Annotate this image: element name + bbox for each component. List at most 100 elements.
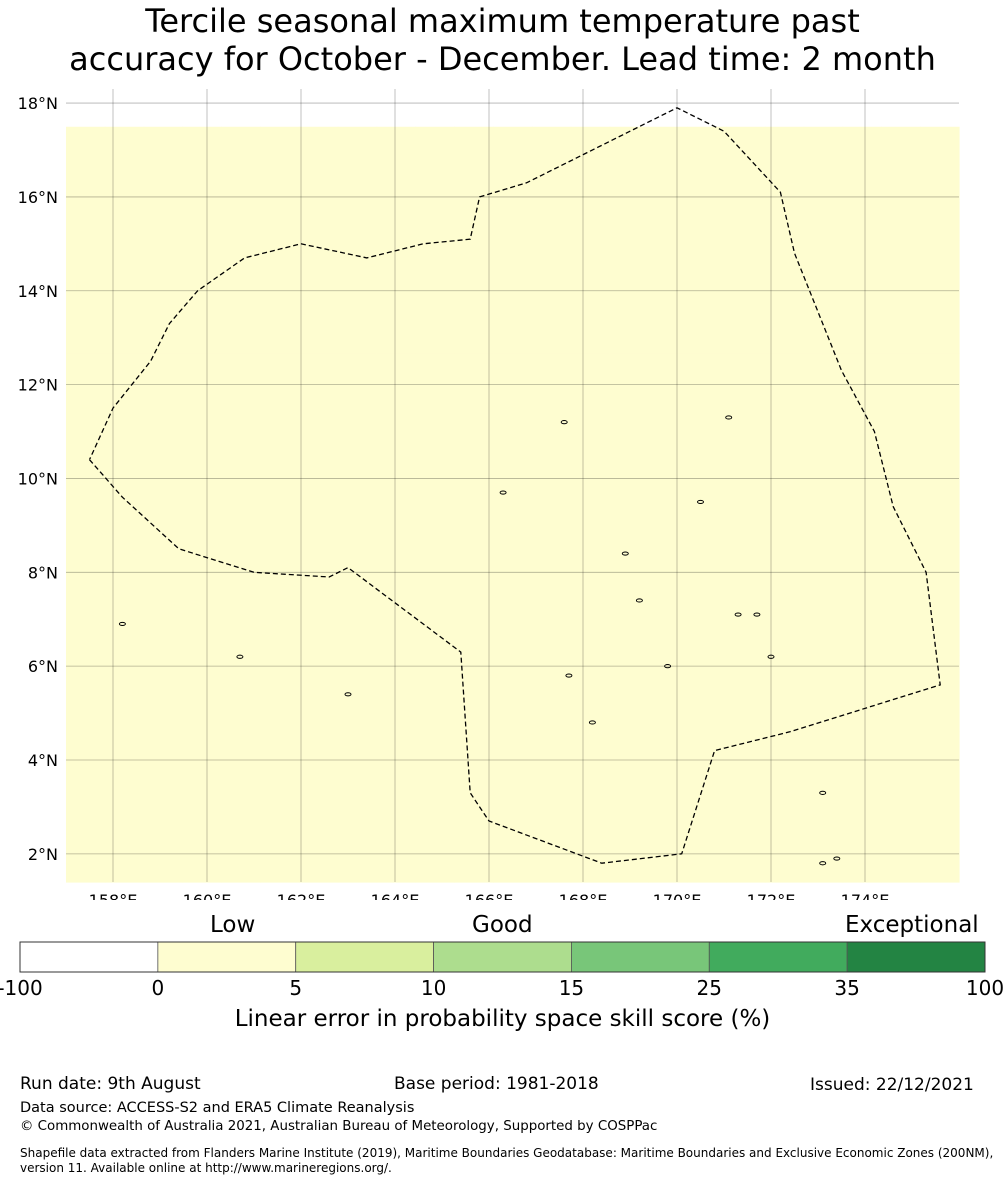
grid-cell <box>842 617 882 657</box>
grid-cell <box>726 655 766 694</box>
grid-cell <box>764 844 805 883</box>
grid-cell <box>143 391 184 430</box>
grid-cell <box>648 542 688 581</box>
grid-cell <box>376 768 417 808</box>
grid-cell <box>687 391 727 430</box>
grid-cell <box>764 391 805 430</box>
colorbar-swatch <box>708 941 848 973</box>
grid-cell <box>104 730 145 770</box>
grid-cell <box>531 466 572 505</box>
grid-cell <box>648 391 688 430</box>
grid-cell <box>298 391 339 430</box>
grid-cell <box>493 126 533 166</box>
grid-cell <box>415 844 455 883</box>
grid-cell <box>182 202 222 241</box>
grid-cell <box>570 466 611 505</box>
grid-cell <box>726 542 766 581</box>
grid-cell <box>609 466 649 505</box>
grid-cell <box>803 655 844 694</box>
grid-cell <box>764 617 805 657</box>
colorbar-tick-label: 35 <box>834 976 859 1000</box>
category-low: Low <box>210 912 256 938</box>
grid-cell <box>726 315 766 354</box>
grid-cell <box>415 504 455 543</box>
grid-cell <box>143 277 184 317</box>
grid-cell <box>920 806 960 845</box>
grid-cell <box>764 315 805 354</box>
grid-cell <box>143 504 184 543</box>
grid-cell <box>221 240 261 279</box>
grid-cell <box>920 277 960 317</box>
grid-cell <box>803 806 844 845</box>
grid-cell <box>260 391 300 430</box>
grid-cell <box>182 693 222 732</box>
grid-cell <box>531 806 572 845</box>
grid-cell <box>221 844 261 883</box>
grid-cell <box>376 504 417 543</box>
grid-cell <box>881 391 921 430</box>
grid-cell <box>570 579 611 619</box>
skill-grid <box>66 89 960 883</box>
grid-cell <box>920 391 960 430</box>
longitude-tick-label: 170°E <box>653 891 702 900</box>
grid-cell <box>182 844 222 883</box>
grid-cell <box>609 768 649 808</box>
grid-cell <box>376 730 417 770</box>
grid-cell <box>726 391 766 430</box>
grid-cell <box>66 428 106 468</box>
grid-cell <box>182 391 222 430</box>
grid-cell <box>143 240 184 279</box>
title-line-1: Tercile seasonal maximum temperature pas… <box>145 2 860 40</box>
grid-cell <box>803 844 844 883</box>
grid-cell <box>376 542 417 581</box>
grid-cell <box>337 353 378 392</box>
grid-cell <box>66 391 106 430</box>
grid-cell <box>260 428 300 468</box>
grid-cell <box>493 844 533 883</box>
grid-cell <box>687 542 727 581</box>
grid-cell <box>104 617 145 657</box>
grid-cell <box>454 806 494 845</box>
grid-cell <box>842 315 882 354</box>
grid-cell <box>687 504 727 543</box>
grid-cell <box>493 428 533 468</box>
grid-cell <box>66 240 106 279</box>
grid-cell <box>415 768 455 808</box>
grid-cell <box>493 164 533 203</box>
grid-cell <box>337 277 378 317</box>
grid-cell <box>260 202 300 241</box>
grid-cell <box>182 466 222 505</box>
grid-cell <box>648 617 688 657</box>
grid-cell <box>415 164 455 203</box>
grid-cell <box>648 693 688 732</box>
grid-cell <box>376 617 417 657</box>
grid-cell <box>104 806 145 845</box>
grid-cell <box>221 730 261 770</box>
grid-cell <box>531 655 572 694</box>
grid-cell <box>104 353 145 392</box>
grid-cell <box>764 277 805 317</box>
grid-cell <box>920 353 960 392</box>
grid-cell <box>454 730 494 770</box>
latitude-tick-label: 6°N <box>28 657 58 676</box>
grid-cell <box>66 202 106 241</box>
grid-cell <box>687 768 727 808</box>
grid-cell <box>842 693 882 732</box>
grid-cell <box>376 89 417 128</box>
latitude-tick-label: 10°N <box>18 469 58 488</box>
grid-cell <box>260 579 300 619</box>
grid-cell <box>104 428 145 468</box>
grid-cell <box>493 353 533 392</box>
grid-cell <box>493 89 533 128</box>
grid-cell <box>337 202 378 241</box>
grid-cell <box>842 844 882 883</box>
grid-cell <box>337 466 378 505</box>
grid-cell <box>803 466 844 505</box>
grid-cell <box>920 693 960 732</box>
grid-cell <box>143 164 184 203</box>
grid-cell <box>221 277 261 317</box>
grid-cell <box>66 504 106 543</box>
grid-cell <box>376 353 417 392</box>
grid-cell <box>570 353 611 392</box>
grid-cell <box>143 768 184 808</box>
